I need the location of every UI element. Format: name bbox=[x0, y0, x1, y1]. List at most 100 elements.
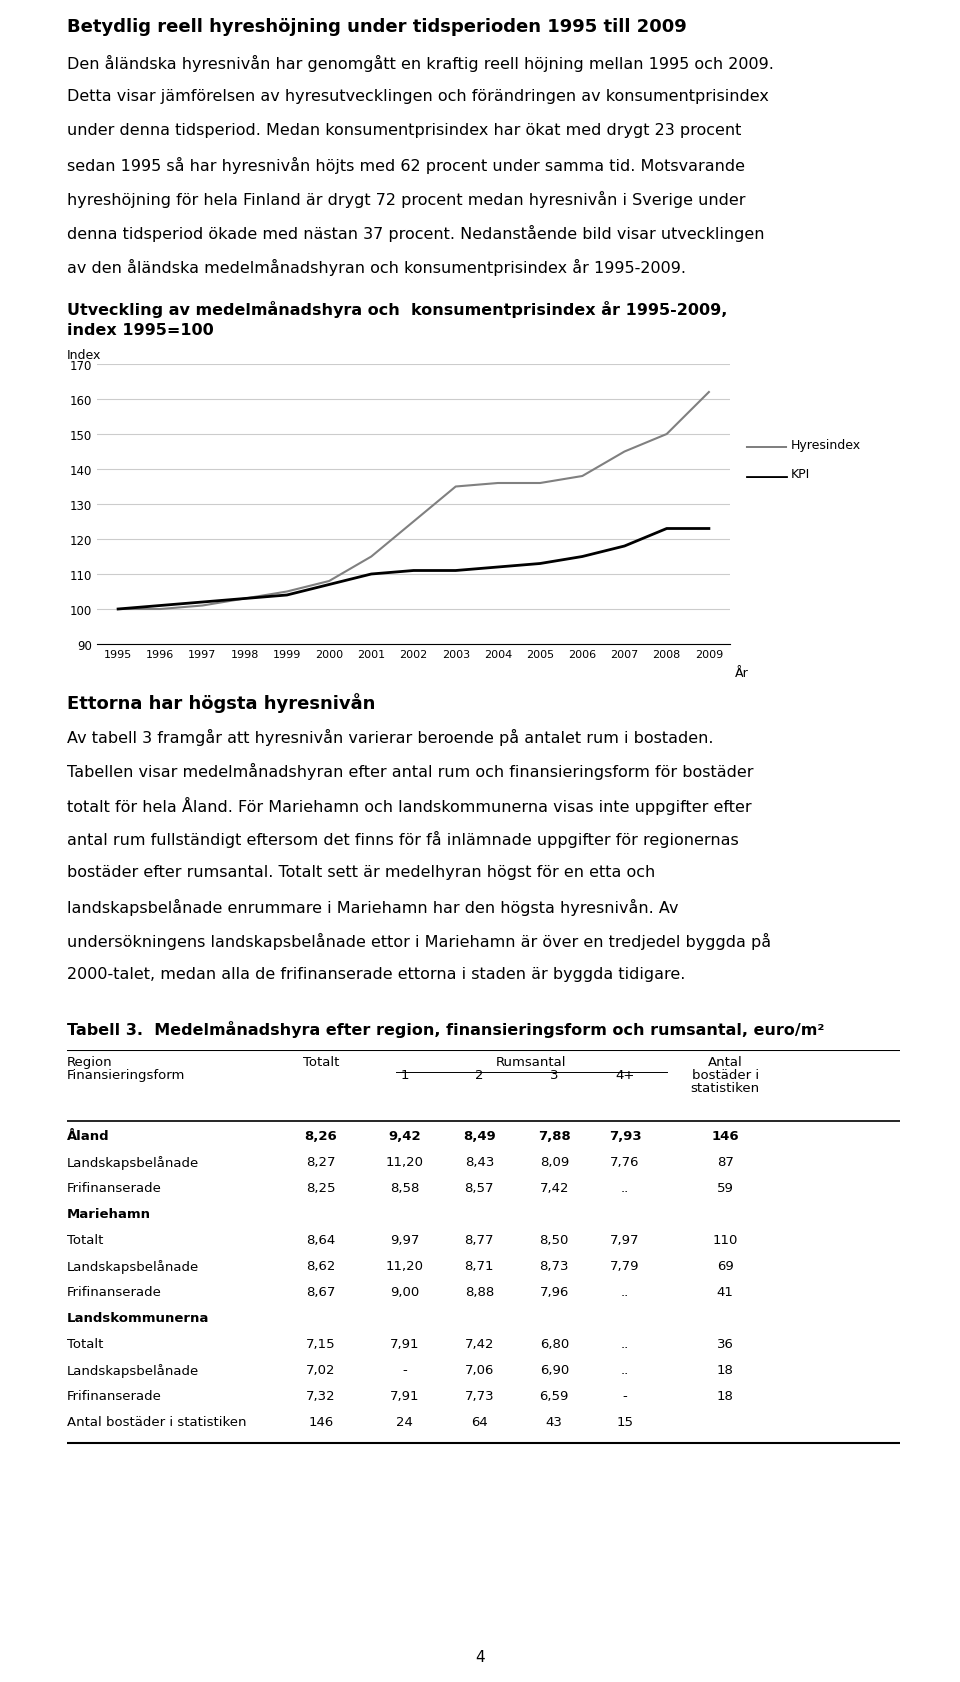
Text: Region: Region bbox=[67, 1055, 112, 1068]
Text: 6,59: 6,59 bbox=[540, 1389, 569, 1403]
Text: sedan 1995 så har hyresnivån höjts med 62 procent under samma tid. Motsvarande: sedan 1995 så har hyresnivån höjts med 6… bbox=[67, 156, 745, 173]
Text: index 1995=100: index 1995=100 bbox=[67, 323, 214, 338]
Text: Utveckling av medelmånadshyra och  konsumentprisindex år 1995-2009,: Utveckling av medelmånadshyra och konsum… bbox=[67, 301, 728, 318]
Text: bostäder efter rumsantal. Totalt sett är medelhyran högst för en etta och: bostäder efter rumsantal. Totalt sett är… bbox=[67, 865, 656, 880]
Text: Frifinanserade: Frifinanserade bbox=[67, 1285, 162, 1299]
Text: 7,42: 7,42 bbox=[540, 1181, 569, 1194]
Text: Finansieringsform: Finansieringsform bbox=[67, 1068, 185, 1082]
Text: 18: 18 bbox=[716, 1364, 733, 1376]
Text: 11,20: 11,20 bbox=[385, 1260, 423, 1273]
Text: bostäder i: bostäder i bbox=[691, 1068, 758, 1082]
Text: 8,64: 8,64 bbox=[306, 1233, 336, 1246]
Text: Index: Index bbox=[67, 348, 102, 362]
Text: -: - bbox=[623, 1389, 628, 1403]
Text: Landskommunerna: Landskommunerna bbox=[67, 1312, 209, 1324]
Text: Totalt: Totalt bbox=[67, 1337, 104, 1351]
Text: 11,20: 11,20 bbox=[385, 1156, 423, 1169]
Text: ..: .. bbox=[621, 1181, 629, 1194]
Text: 8,50: 8,50 bbox=[540, 1233, 569, 1246]
Text: 7,32: 7,32 bbox=[306, 1389, 336, 1403]
Text: 8,71: 8,71 bbox=[465, 1260, 494, 1273]
Text: Tabellen visar medelmånadshyran efter antal rum och finansieringsform för bostäd: Tabellen visar medelmånadshyran efter an… bbox=[67, 762, 754, 779]
Text: Landskapsbelånade: Landskapsbelånade bbox=[67, 1260, 200, 1273]
Text: ..: .. bbox=[621, 1364, 629, 1376]
Text: 8,58: 8,58 bbox=[390, 1181, 420, 1194]
Text: Totalt: Totalt bbox=[302, 1055, 339, 1068]
Text: Antal bostäder i statistiken: Antal bostäder i statistiken bbox=[67, 1416, 247, 1428]
Text: 7,91: 7,91 bbox=[390, 1337, 420, 1351]
Text: 8,27: 8,27 bbox=[306, 1156, 336, 1169]
Text: 8,77: 8,77 bbox=[465, 1233, 494, 1246]
Text: under denna tidsperiod. Medan konsumentprisindex har ökat med drygt 23 procent: under denna tidsperiod. Medan konsumentp… bbox=[67, 123, 741, 138]
Text: 7,42: 7,42 bbox=[465, 1337, 494, 1351]
Text: 6,80: 6,80 bbox=[540, 1337, 569, 1351]
Text: 8,57: 8,57 bbox=[465, 1181, 494, 1194]
Text: 43: 43 bbox=[546, 1416, 563, 1428]
Text: Antal: Antal bbox=[708, 1055, 742, 1068]
Text: Den åländska hyresnivån har genomgått en kraftig reell höjning mellan 1995 och 2: Den åländska hyresnivån har genomgått en… bbox=[67, 56, 774, 72]
Text: Av tabell 3 framgår att hyresnivån varierar beroende på antalet rum i bostaden.: Av tabell 3 framgår att hyresnivån varie… bbox=[67, 728, 713, 745]
Text: 7,91: 7,91 bbox=[390, 1389, 420, 1403]
Text: 7,73: 7,73 bbox=[465, 1389, 494, 1403]
Text: Betydlig reell hyreshöjning under tidsperioden 1995 till 2009: Betydlig reell hyreshöjning under tidspe… bbox=[67, 19, 686, 35]
Text: 7,76: 7,76 bbox=[611, 1156, 640, 1169]
Text: 7,79: 7,79 bbox=[611, 1260, 640, 1273]
Text: 9,97: 9,97 bbox=[390, 1233, 420, 1246]
Text: 110: 110 bbox=[712, 1233, 737, 1246]
Text: 64: 64 bbox=[471, 1416, 488, 1428]
Text: statistiken: statistiken bbox=[690, 1082, 759, 1095]
Text: 59: 59 bbox=[716, 1181, 733, 1194]
Text: av den åländska medelmånadshyran och konsumentprisindex år 1995-2009.: av den åländska medelmånadshyran och kon… bbox=[67, 259, 686, 276]
Text: 146: 146 bbox=[308, 1416, 334, 1428]
Text: Frifinanserade: Frifinanserade bbox=[67, 1389, 162, 1403]
Text: 7,93: 7,93 bbox=[609, 1130, 641, 1142]
Text: 2000-talet, medan alla de frifinanserade ettorna i staden är byggda tidigare.: 2000-talet, medan alla de frifinanserade… bbox=[67, 967, 685, 981]
Text: 8,09: 8,09 bbox=[540, 1156, 569, 1169]
Text: 1: 1 bbox=[400, 1068, 409, 1082]
Text: 7,88: 7,88 bbox=[538, 1130, 570, 1142]
Text: 9,00: 9,00 bbox=[390, 1285, 419, 1299]
Text: 8,88: 8,88 bbox=[465, 1285, 494, 1299]
Text: 8,25: 8,25 bbox=[306, 1181, 336, 1194]
Text: 8,49: 8,49 bbox=[463, 1130, 495, 1142]
Text: 2: 2 bbox=[475, 1068, 484, 1082]
Text: totalt för hela Åland. För Mariehamn och landskommunerna visas inte uppgifter ef: totalt för hela Åland. För Mariehamn och… bbox=[67, 797, 752, 814]
Text: 6,90: 6,90 bbox=[540, 1364, 569, 1376]
Text: ..: .. bbox=[621, 1285, 629, 1299]
Text: -: - bbox=[402, 1364, 407, 1376]
Text: antal rum fullständigt eftersom det finns för få inlämnade uppgifter för regione: antal rum fullständigt eftersom det finn… bbox=[67, 831, 739, 848]
Text: Mariehamn: Mariehamn bbox=[67, 1208, 151, 1221]
Text: hyreshöjning för hela Finland är drygt 72 procent medan hyresnivån i Sverige und: hyreshöjning för hela Finland är drygt 7… bbox=[67, 190, 746, 209]
Text: 8,73: 8,73 bbox=[540, 1260, 569, 1273]
Text: 146: 146 bbox=[711, 1130, 739, 1142]
Text: KPI: KPI bbox=[791, 468, 810, 481]
Text: 7,06: 7,06 bbox=[465, 1364, 494, 1376]
Text: 4: 4 bbox=[475, 1650, 485, 1665]
Text: Detta visar jämförelsen av hyresutvecklingen och förändringen av konsumentprisin: Detta visar jämförelsen av hyresutveckli… bbox=[67, 89, 769, 104]
Text: 8,43: 8,43 bbox=[465, 1156, 494, 1169]
Text: 7,15: 7,15 bbox=[306, 1337, 336, 1351]
Text: 3: 3 bbox=[550, 1068, 559, 1082]
Text: Landskapsbelånade: Landskapsbelånade bbox=[67, 1156, 200, 1169]
Text: undersökningens landskapsbelånade ettor i Mariehamn är över en tredjedel byggda : undersökningens landskapsbelånade ettor … bbox=[67, 932, 771, 949]
Text: 8,62: 8,62 bbox=[306, 1260, 336, 1273]
Text: Hyresindex: Hyresindex bbox=[791, 439, 861, 451]
Text: 69: 69 bbox=[717, 1260, 733, 1273]
Text: Landskapsbelånade: Landskapsbelånade bbox=[67, 1362, 200, 1378]
Text: 24: 24 bbox=[396, 1416, 413, 1428]
Text: 87: 87 bbox=[716, 1156, 733, 1169]
Text: År: År bbox=[735, 666, 749, 680]
Text: 7,97: 7,97 bbox=[611, 1233, 640, 1246]
Text: 15: 15 bbox=[616, 1416, 634, 1428]
Text: 9,42: 9,42 bbox=[388, 1130, 420, 1142]
Text: Totalt: Totalt bbox=[67, 1233, 104, 1246]
Text: 41: 41 bbox=[716, 1285, 733, 1299]
Text: Tabell 3.  Medelmånadshyra efter region, finansieringsform och rumsantal, euro/m: Tabell 3. Medelmånadshyra efter region, … bbox=[67, 1021, 825, 1038]
Text: denna tidsperiod ökade med nästan 37 procent. Nedanstående bild visar utveckling: denna tidsperiod ökade med nästan 37 pro… bbox=[67, 225, 764, 242]
Text: 18: 18 bbox=[716, 1389, 733, 1403]
Text: 7,02: 7,02 bbox=[306, 1364, 336, 1376]
Text: 7,96: 7,96 bbox=[540, 1285, 569, 1299]
Text: Rumsantal: Rumsantal bbox=[496, 1055, 566, 1068]
Text: Frifinanserade: Frifinanserade bbox=[67, 1181, 162, 1194]
Text: Åland: Åland bbox=[67, 1130, 109, 1142]
